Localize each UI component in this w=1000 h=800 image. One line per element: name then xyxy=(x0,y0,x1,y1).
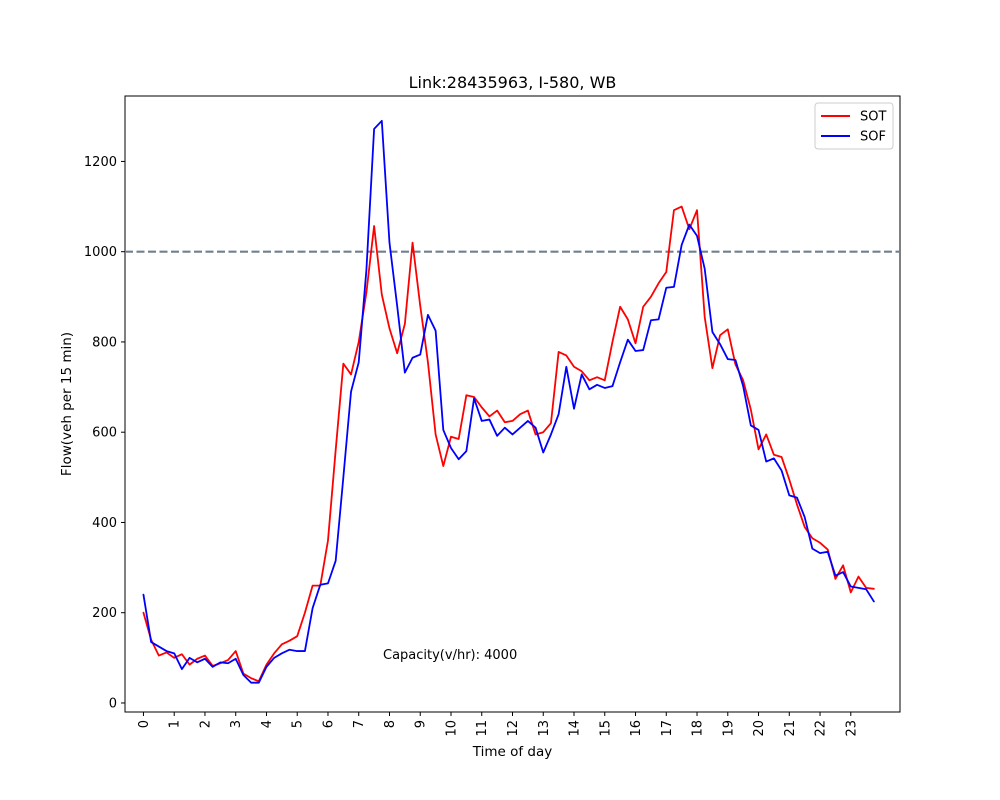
x-tick-label: 2 xyxy=(198,720,213,728)
y-tick-label: 1200 xyxy=(84,155,117,170)
chart-title: Link:28435963, I-580, WB xyxy=(409,73,617,92)
y-tick-label: 200 xyxy=(92,606,117,621)
x-tick-label: 10 xyxy=(444,720,459,737)
x-tick-label: 22 xyxy=(814,720,829,737)
plot-area xyxy=(124,95,901,713)
x-tick-label: 21 xyxy=(783,720,798,737)
x-tick-label: 3 xyxy=(229,720,244,728)
x-tick-label: 1 xyxy=(168,720,183,728)
x-tick-label: 15 xyxy=(598,720,613,737)
x-tick-label: 12 xyxy=(506,720,521,737)
x-tick-label: 5 xyxy=(291,720,306,728)
x-tick-label: 16 xyxy=(629,720,644,737)
legend-label-sot: SOT xyxy=(860,110,886,125)
x-axis-label: Time of day xyxy=(472,744,552,760)
series-layer xyxy=(142,119,875,684)
x-tick-label: 6 xyxy=(321,720,336,728)
x-tick-label: 13 xyxy=(537,720,552,737)
x-tick-label: 19 xyxy=(721,720,736,737)
x-tick-label: 0 xyxy=(137,720,152,728)
y-tick-label: 400 xyxy=(92,516,117,531)
x-tick-label: 8 xyxy=(383,720,398,728)
x-tick-label: 4 xyxy=(260,720,275,728)
y-tick-label: 1000 xyxy=(84,245,117,260)
series-line-sot xyxy=(142,205,875,683)
series-line-sof xyxy=(142,119,875,684)
capacity-annotation: Capacity(v/hr): 4000 xyxy=(383,648,517,663)
x-tick-label: 11 xyxy=(475,720,490,737)
x-tick-label: 20 xyxy=(752,720,767,737)
legend-box xyxy=(814,102,894,150)
x-tick-label: 7 xyxy=(352,720,367,728)
legend: SOT SOF xyxy=(814,102,894,150)
y-tick-label: 800 xyxy=(92,335,117,350)
legend-label-sof: SOF xyxy=(860,130,886,145)
x-tick-label: 9 xyxy=(414,720,429,728)
x-tick-label: 14 xyxy=(568,720,583,737)
x-tick-label: 23 xyxy=(844,720,859,737)
x-tick-label: 18 xyxy=(691,720,706,737)
y-tick-label: 600 xyxy=(92,426,117,441)
x-tick-label: 17 xyxy=(660,720,675,737)
y-axis-label: Flow(veh per 15 min) xyxy=(59,332,75,476)
y-tick-label: 0 xyxy=(109,696,117,711)
